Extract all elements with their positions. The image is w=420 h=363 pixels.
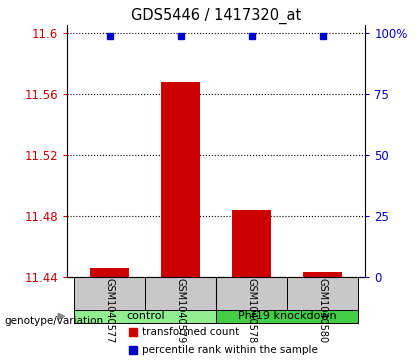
Bar [216, 310, 358, 323]
Bar [74, 310, 216, 323]
Bar [232, 210, 271, 277]
Text: percentile rank within the sample: percentile rank within the sample [142, 345, 318, 355]
Text: GSM1040579: GSM1040579 [176, 278, 186, 343]
Text: transformed count: transformed count [142, 327, 239, 337]
Bar [287, 277, 358, 310]
Text: GSM1040578: GSM1040578 [247, 278, 257, 343]
Bar [145, 277, 216, 310]
Bar [303, 273, 342, 277]
Text: control: control [126, 311, 165, 321]
Bar [161, 82, 200, 277]
Bar [90, 268, 129, 277]
Title: GDS5446 / 1417320_at: GDS5446 / 1417320_at [131, 8, 302, 24]
Text: genotype/variation: genotype/variation [4, 316, 103, 326]
Bar [216, 277, 287, 310]
Bar [74, 277, 145, 310]
Text: GSM1040580: GSM1040580 [318, 278, 328, 343]
Text: GSM1040577: GSM1040577 [105, 278, 115, 343]
Text: Phf19 knockdown: Phf19 knockdown [238, 311, 336, 321]
